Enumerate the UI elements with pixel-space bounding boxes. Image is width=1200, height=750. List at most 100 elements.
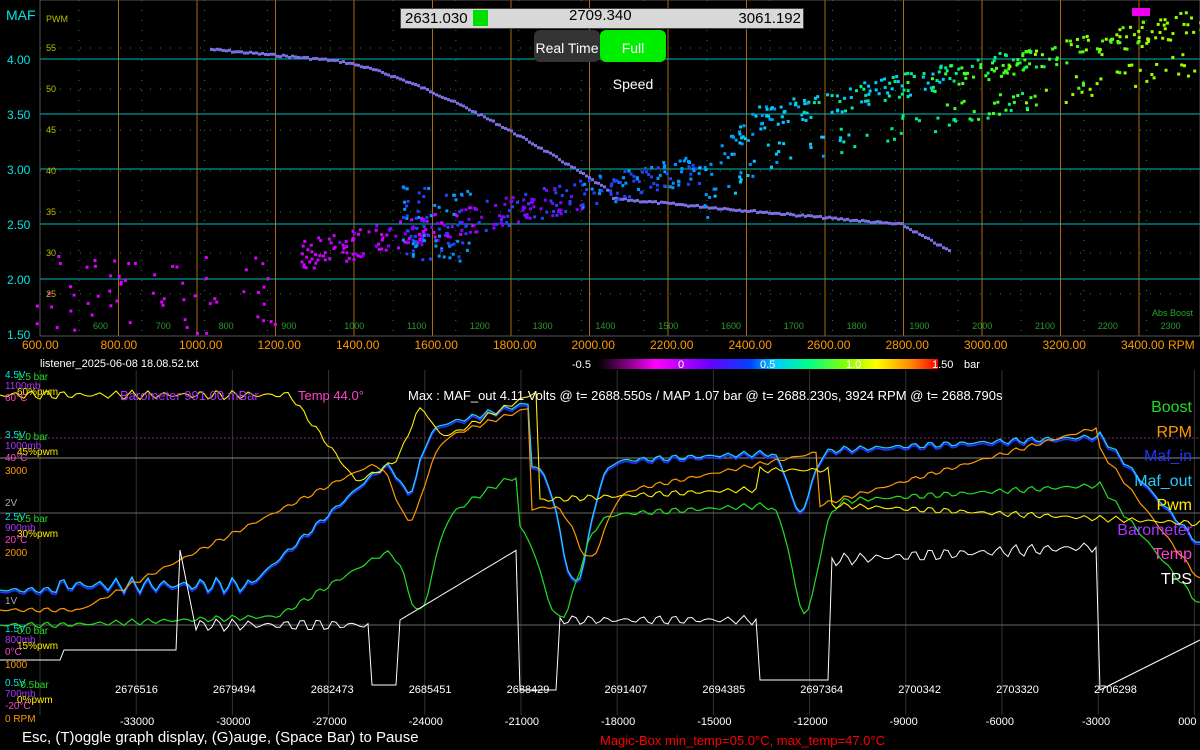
time-window-bar[interactable]: 2631.030 2709.340 3061.192 — [400, 7, 804, 29]
axis-volt-label: 2V — [5, 498, 18, 509]
pwm-point — [354, 63, 357, 67]
maf-point — [418, 237, 422, 241]
rpm-tick-label: 2000.00 — [572, 338, 616, 352]
pwm-point — [678, 202, 681, 206]
time-window-center: 2709.340 — [569, 7, 632, 24]
maf-point — [553, 186, 557, 190]
abs-tick-label: 900 — [281, 321, 296, 331]
maf-point — [677, 183, 681, 187]
pwm-point — [588, 176, 591, 180]
maf-point — [912, 74, 916, 78]
maf-point — [652, 182, 656, 186]
maf-point — [703, 166, 707, 170]
maf-point — [865, 133, 869, 137]
maf-point — [993, 55, 997, 59]
pwm-point — [516, 134, 519, 138]
pwm-point — [915, 230, 918, 234]
maf-point — [775, 160, 779, 164]
maf-point — [936, 116, 940, 120]
maf-point — [329, 241, 333, 245]
maf-point — [1081, 50, 1085, 54]
pwm-tick-label: 30 — [46, 248, 56, 258]
maf-point — [304, 266, 308, 270]
maf-point — [595, 201, 599, 205]
axis-volt-label: 1V — [5, 596, 18, 607]
maf-point — [128, 321, 132, 325]
abs-tick-label: 2100 — [1035, 321, 1055, 331]
maf-point — [732, 152, 736, 156]
maf-point — [350, 238, 354, 242]
maf-point — [416, 241, 420, 245]
offset-tick-label: -21000 — [505, 716, 539, 728]
maf-point — [698, 166, 702, 170]
maf-point — [317, 236, 321, 240]
pwm-point — [297, 55, 300, 59]
maf-point — [1005, 71, 1009, 75]
axis-mbar-label: 1100mb — [5, 381, 41, 392]
maf-point — [968, 117, 972, 121]
maf-point — [709, 162, 713, 166]
maf-point — [880, 78, 884, 82]
maf-point — [863, 81, 867, 85]
pwm-tick-label: 45 — [46, 125, 56, 135]
maf-point — [1171, 32, 1175, 36]
full-speed-button[interactable]: Full Speed — [600, 30, 666, 92]
axis-bar-label: -0.5bar — [17, 680, 49, 691]
colorbar-tick: 0.5 — [760, 359, 775, 371]
pwm-point — [579, 170, 582, 174]
maf-point — [433, 235, 437, 239]
maf-point — [361, 254, 365, 258]
maf-point — [859, 84, 863, 88]
time-window-handle[interactable] — [473, 10, 488, 26]
pwm-point — [708, 206, 711, 210]
maf-point — [999, 74, 1003, 78]
maf-point — [643, 166, 647, 170]
maf-point — [867, 92, 871, 96]
maf-point — [446, 234, 450, 238]
maf-point — [492, 222, 496, 226]
maf-point — [1163, 18, 1167, 22]
pwm-point — [360, 65, 363, 69]
maf-point — [85, 265, 89, 269]
maf-point — [1009, 108, 1013, 112]
pwm-point — [774, 211, 777, 215]
maf-point — [429, 214, 433, 218]
maf-point — [511, 196, 515, 200]
maf-point — [273, 322, 277, 326]
abs-tick-label: 1900 — [909, 321, 929, 331]
legend-maf-in: Maf_in — [1143, 448, 1192, 465]
maf-point — [171, 264, 175, 268]
maf-point — [813, 96, 817, 100]
pwm-point — [483, 115, 486, 119]
pwm-point — [534, 144, 537, 148]
maf-point — [464, 232, 468, 236]
maf-point — [555, 213, 559, 217]
maf-point — [458, 210, 462, 214]
maf-point — [944, 66, 948, 70]
maf-point — [1051, 47, 1055, 51]
maf-point — [345, 245, 349, 249]
maf-point — [475, 230, 479, 234]
colorbar-tick: -0.5 — [572, 359, 591, 371]
maf-point — [109, 274, 113, 278]
maf-point — [802, 110, 806, 114]
maf-point — [1147, 38, 1151, 42]
maf-point — [1130, 63, 1134, 67]
maf-point — [316, 258, 320, 262]
pwm-point — [447, 98, 450, 102]
maf-point — [609, 184, 613, 188]
pwm-point — [300, 56, 303, 60]
maf-point — [205, 331, 209, 335]
pwm-point — [261, 51, 264, 55]
real-time-button[interactable]: Real Time — [534, 30, 600, 62]
pwm-point — [429, 90, 432, 94]
pwm-point — [663, 200, 666, 204]
pwm-point — [549, 151, 552, 155]
maf-out-line — [0, 402, 1200, 595]
maf-point — [1189, 16, 1193, 20]
maf-point — [1033, 94, 1037, 98]
maf-point — [354, 252, 358, 256]
maf-point — [522, 198, 526, 202]
maf-point — [160, 300, 164, 304]
